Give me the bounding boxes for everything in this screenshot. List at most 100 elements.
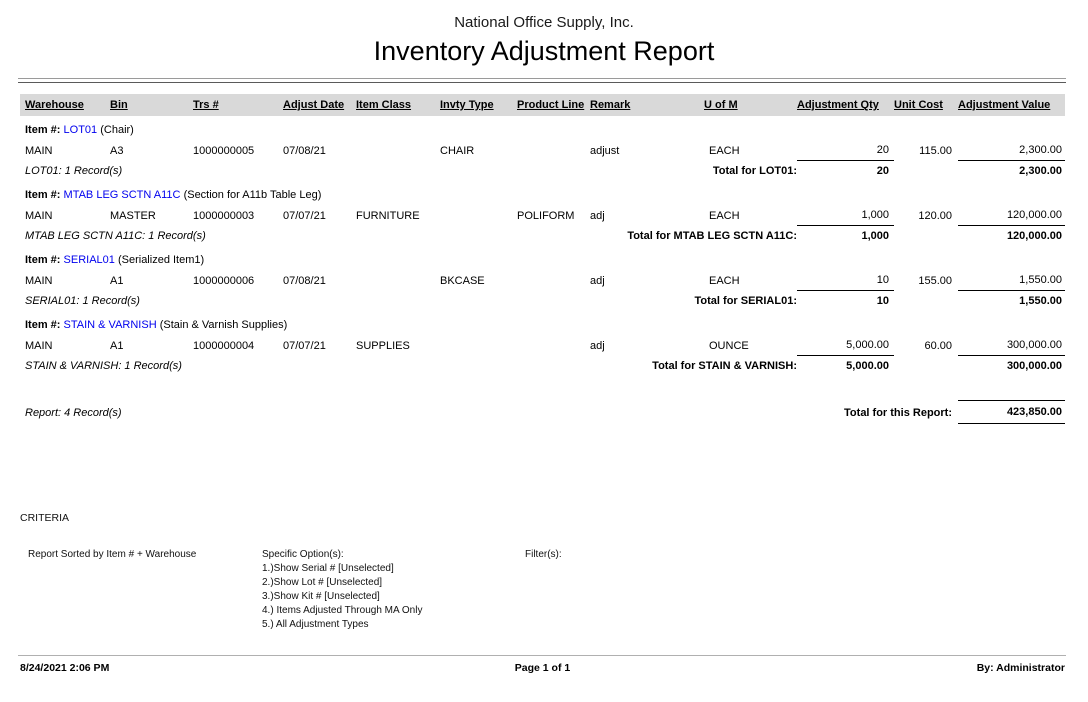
cell-remark: adjust: [590, 144, 620, 157]
col-trs[interactable]: Trs #: [188, 94, 278, 116]
cell-product-line: [512, 335, 585, 356]
group-total-value: 1,550.00: [958, 290, 1065, 311]
item-code-link[interactable]: MTAB LEG SCTN A11C: [63, 189, 181, 201]
col-adjustment-qty[interactable]: Adjustment Qty: [797, 94, 894, 116]
list-item: 3.)Show Kit # [Unselected]: [262, 591, 380, 602]
cell-remark: adj: [590, 339, 605, 352]
col-item-class[interactable]: Item Class: [351, 94, 435, 116]
item-number-label: Item #:: [25, 189, 61, 201]
group-total-label: Total for LOT01:: [712, 165, 797, 177]
table-row: MAIN A1 1000000004 07/07/21 SUPPLIES adj…: [20, 335, 1065, 356]
cell-remark: adj: [590, 274, 605, 287]
cell-uom: OUNCE: [709, 339, 749, 352]
item-code-link[interactable]: SERIAL01: [63, 254, 115, 266]
cell-unit-cost: 120.00: [918, 209, 952, 222]
col-adjust-date[interactable]: Adjust Date: [278, 94, 351, 116]
group-total-qty: 1,000: [797, 225, 894, 246]
col-product-line[interactable]: Product Line: [512, 94, 585, 116]
group-total-row: STAIN & VARNISH: 1 Record(s) Total for S…: [20, 355, 1065, 377]
col-bin[interactable]: Bin: [105, 94, 188, 116]
cell-unit-cost-empty: [894, 161, 958, 182]
cell-unit-cost: 60.00: [924, 339, 952, 352]
record-count: LOT01: 1 Record(s): [25, 165, 123, 177]
item-description: (Section for A11b Table Leg): [183, 189, 322, 201]
table-row: MAIN A3 1000000005 07/08/21 CHAIR adjust…: [20, 140, 1065, 161]
cell-trs: 1000000004: [193, 339, 255, 352]
record-count: STAIN & VARNISH: 1 Record(s): [25, 360, 182, 372]
cell-value: 1,550.00: [1019, 274, 1062, 286]
cell-bin: A1: [110, 339, 124, 352]
col-uom[interactable]: U of M: [697, 94, 797, 116]
page-title: Inventory Adjustment Report: [373, 36, 715, 66]
cell-bin: A3: [110, 144, 124, 157]
item-number-label: Item #:: [25, 319, 61, 331]
list-item: 5.) All Adjustment Types: [262, 619, 369, 630]
cell-trs: 1000000003: [193, 209, 255, 222]
cell-bin: MASTER: [110, 209, 156, 222]
specific-options-label: Specific Option(s):: [262, 549, 344, 560]
table-row: MAIN MASTER 1000000003 07/07/21 FURNITUR…: [20, 205, 1065, 226]
col-warehouse[interactable]: Warehouse: [20, 94, 105, 116]
cell-warehouse: MAIN: [25, 209, 53, 222]
group-total-qty: 5,000.00: [797, 355, 894, 376]
cell-uom: EACH: [709, 209, 740, 222]
company-name: National Office Supply, Inc.: [454, 14, 634, 31]
cell-unit-cost-empty: [894, 226, 958, 247]
cell-adjust-date: 07/07/21: [283, 209, 326, 222]
cell-invty-type: [435, 335, 512, 356]
page-footer: 8/24/2021 2:06 PM Page 1 of 1 By: Admini…: [20, 662, 1065, 674]
specific-options: Specific Option(s): 1.)Show Serial # [Un…: [262, 548, 525, 632]
cell-item-class: SUPPLIES: [356, 339, 410, 352]
group-total-qty: 10: [797, 290, 894, 311]
item-description: (Stain & Varnish Supplies): [159, 319, 288, 331]
col-invty-type[interactable]: Invty Type: [435, 94, 512, 116]
cell-warehouse: MAIN: [25, 144, 53, 157]
col-unit-cost[interactable]: Unit Cost: [894, 94, 958, 116]
group-total-label: Total for SERIAL01:: [694, 295, 797, 307]
report-total-row: Report: 4 Record(s) Total for this Repor…: [20, 400, 1065, 424]
cell-adjust-date: 07/07/21: [283, 339, 326, 352]
cell-unit-cost: 115.00: [919, 144, 952, 157]
item-number-label: Item #:: [25, 124, 61, 136]
group-total-label: Total for MTAB LEG SCTN A11C:: [627, 230, 797, 242]
cell-item-class: [351, 270, 435, 291]
column-header-row: Warehouse Bin Trs # Adjust Date Item Cla…: [20, 94, 1065, 116]
cell-trs: 1000000005: [193, 144, 255, 157]
footer-author: By: Administrator: [976, 662, 1065, 674]
record-count: MTAB LEG SCTN A11C: 1 Record(s): [25, 230, 206, 242]
cell-adjust-date: 07/08/21: [283, 144, 326, 157]
list-item: 2.)Show Lot # [Unselected]: [262, 577, 383, 588]
cell-invty-type: [435, 205, 512, 226]
cell-product-line: POLIFORM: [517, 209, 575, 222]
title-divider: [18, 78, 1066, 83]
criteria-heading: CRITERIA: [20, 512, 70, 524]
cell-uom: EACH: [709, 274, 740, 287]
item-code-link[interactable]: STAIN & VARNISH: [63, 319, 157, 331]
cell-unit-cost-empty: [894, 356, 958, 377]
cell-bin: A1: [110, 274, 124, 287]
cell-product-line: [512, 270, 585, 291]
group-total-qty: 20: [797, 160, 894, 181]
item-group-header: Item #: LOT01 (Chair): [20, 116, 1065, 140]
report-table: Warehouse Bin Trs # Adjust Date Item Cla…: [20, 94, 1065, 424]
col-remark[interactable]: Remark: [585, 94, 697, 116]
cell-remark: adj: [590, 209, 605, 222]
cell-invty-type: BKCASE: [440, 274, 485, 287]
criteria-section: CRITERIA Report Sorted by Item # + Wareh…: [20, 512, 1065, 632]
cell-warehouse: MAIN: [25, 274, 53, 287]
group-total-row: LOT01: 1 Record(s) Total for LOT01: 20 2…: [20, 160, 1065, 182]
cell-qty: 1,000: [861, 209, 889, 221]
item-code-link[interactable]: LOT01: [63, 124, 98, 136]
report-record-count: Report: 4 Record(s): [25, 406, 122, 419]
cell-value: 2,300.00: [1019, 144, 1062, 156]
cell-qty: 5,000.00: [846, 339, 889, 351]
list-item: 1.)Show Serial # [Unselected]: [262, 563, 394, 574]
cell-item-class: FURNITURE: [356, 209, 420, 222]
col-adjustment-value[interactable]: Adjustment Value: [958, 94, 1065, 116]
cell-warehouse: MAIN: [25, 339, 53, 352]
group-total-label: Total for STAIN & VARNISH:: [652, 360, 797, 372]
record-count: SERIAL01: 1 Record(s): [25, 295, 140, 307]
item-group-header: Item #: STAIN & VARNISH (Stain & Varnish…: [20, 311, 1065, 335]
table-row: MAIN A1 1000000006 07/08/21 BKCASE adj E…: [20, 270, 1065, 291]
cell-value: 300,000.00: [1006, 339, 1062, 351]
